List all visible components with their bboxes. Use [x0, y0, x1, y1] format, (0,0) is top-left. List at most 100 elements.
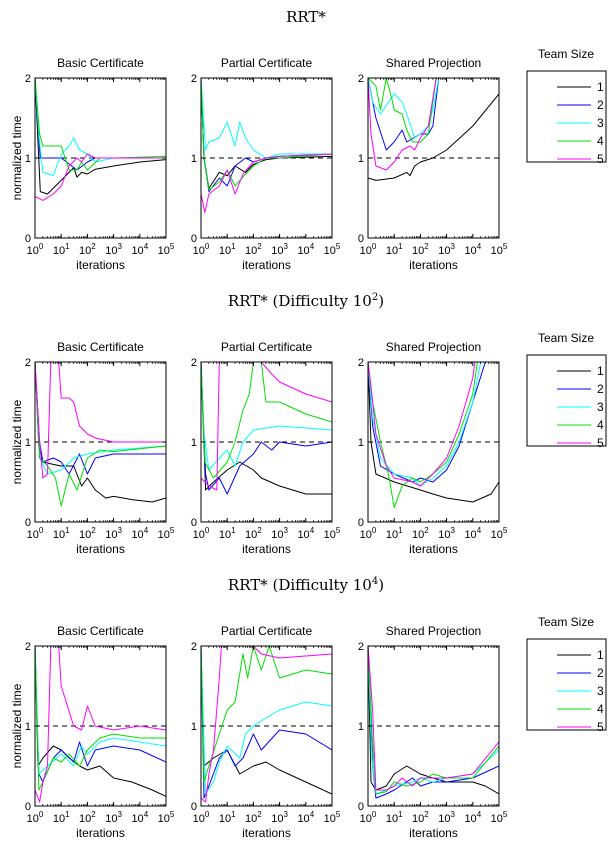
x-tick-label: 104 — [131, 810, 148, 825]
x-tick-label: 104 — [297, 242, 314, 257]
y-tick-label: 2 — [25, 73, 31, 85]
series-line-4 — [35, 362, 166, 507]
series-line-4 — [368, 646, 499, 795]
series-group — [201, 362, 332, 495]
series-line-2 — [368, 646, 499, 799]
x-tick-label: 103 — [105, 242, 122, 257]
panel-title: Basic Certificate — [57, 340, 144, 354]
x-tick-label: 105 — [491, 526, 508, 541]
legend-label-1: 1 — [597, 648, 604, 662]
y-tick-label: 2 — [191, 357, 197, 369]
series-line-4 — [35, 78, 166, 171]
legend-label-2: 2 — [597, 98, 604, 112]
panel-3: Shared Projection 0 1 2 100 101 102 103 104 105 it… — [358, 340, 508, 556]
y-tick-label: 2 — [191, 641, 197, 653]
y-tick-label: 1 — [25, 721, 31, 733]
x-tick-label: 100 — [27, 526, 44, 541]
series-group — [368, 362, 499, 509]
y-tick-label: 0 — [191, 517, 197, 529]
x-tick-label: 102 — [245, 810, 262, 825]
x-axis-label: iterations — [409, 826, 458, 840]
x-tick-label: 104 — [464, 810, 481, 825]
legend-label-3: 3 — [597, 684, 604, 698]
series-line-5 — [201, 153, 332, 213]
x-tick-label: 101 — [53, 242, 70, 257]
series-line-3 — [368, 646, 499, 795]
x-axis-label: iterations — [76, 258, 125, 272]
legend-label-4: 4 — [597, 418, 604, 432]
x-axis-label: iterations — [242, 826, 291, 840]
series-group — [368, 78, 499, 181]
panel-title: Partial Certificate — [221, 340, 313, 354]
section-title: RRT* (Difficulty 104) — [228, 576, 384, 594]
panel-2: Partial Certificate 0 1 2 100 101 102 103 104 105… — [191, 56, 341, 272]
legend-label-5: 5 — [597, 436, 604, 450]
panel-title: Partial Certificate — [221, 56, 313, 70]
x-tick-label: 105 — [324, 810, 341, 825]
panel-title: Shared Projection — [386, 340, 481, 354]
series-line-3 — [368, 78, 440, 139]
x-tick-label: 103 — [438, 526, 455, 541]
y-tick-label: 0 — [191, 801, 197, 813]
x-tick-label: 100 — [193, 810, 210, 825]
x-tick-label: 102 — [412, 526, 429, 541]
panel-2: Partial Certificate 0 1 2 100 101 102 103 104 105… — [191, 624, 341, 840]
legend-label-2: 2 — [597, 666, 604, 680]
panel-2: Partial Certificate 0 1 2 100 101 102 103 104 105… — [191, 340, 341, 556]
x-tick-label: 105 — [158, 526, 175, 541]
x-tick-label: 102 — [412, 242, 429, 257]
x-axis-label: iterations — [76, 542, 125, 556]
series-group — [201, 646, 332, 803]
x-tick-label: 102 — [79, 526, 96, 541]
x-tick-label: 105 — [158, 242, 175, 257]
legend-label-3: 3 — [597, 116, 604, 130]
x-tick-label: 105 — [158, 810, 175, 825]
x-tick-label: 105 — [491, 242, 508, 257]
series-line-4 — [201, 646, 332, 783]
x-tick-label: 101 — [219, 242, 236, 257]
x-tick-label: 100 — [27, 242, 44, 257]
y-tick-label: 0 — [25, 233, 31, 245]
x-tick-label: 104 — [297, 526, 314, 541]
y-tick-label: 1 — [358, 153, 364, 165]
series-line-1 — [368, 646, 499, 795]
legend-label-2: 2 — [597, 382, 604, 396]
y-tick-label: 1 — [358, 437, 364, 449]
panel-title: Basic Certificate — [57, 624, 144, 638]
series-group — [368, 646, 499, 799]
section-title: RRT* — [286, 8, 326, 26]
y-tick-label: 1 — [191, 153, 197, 165]
x-tick-label: 104 — [464, 242, 481, 257]
y-tick-label: 1 — [191, 721, 197, 733]
x-tick-label: 105 — [324, 242, 341, 257]
series-group — [35, 78, 166, 201]
legend-label-5: 5 — [597, 720, 604, 734]
legend-box — [526, 70, 607, 163]
panel-3: Shared Projection 0 1 2 100 101 102 103 104 105 it… — [358, 624, 508, 840]
legend-label-5: 5 — [597, 152, 604, 166]
y-axis-label: normalized time — [10, 399, 24, 484]
x-tick-label: 102 — [412, 810, 429, 825]
y-tick-label: 0 — [358, 233, 364, 245]
y-tick-label: 1 — [191, 437, 197, 449]
section-3: RRT* (Difficulty 104)Basic Certificate01… — [10, 576, 607, 840]
y-tick-label: 0 — [191, 233, 197, 245]
legend-box — [526, 638, 607, 731]
series-line-5 — [201, 362, 332, 491]
series-line-5 — [35, 646, 166, 803]
series-line-2 — [35, 362, 166, 475]
y-tick-label: 0 — [25, 801, 31, 813]
series-line-4 — [368, 78, 437, 143]
series-line-3 — [368, 362, 482, 487]
y-tick-label: 2 — [25, 641, 31, 653]
series-line-2 — [35, 78, 166, 171]
series-line-2 — [35, 646, 166, 783]
x-tick-label: 105 — [491, 810, 508, 825]
x-axis-label: iterations — [242, 258, 291, 272]
legend-box — [526, 354, 607, 447]
legend-label-1: 1 — [597, 80, 604, 94]
legend: Team Size 1 2 3 4 5 — [526, 615, 607, 734]
series-line-3 — [35, 646, 166, 775]
